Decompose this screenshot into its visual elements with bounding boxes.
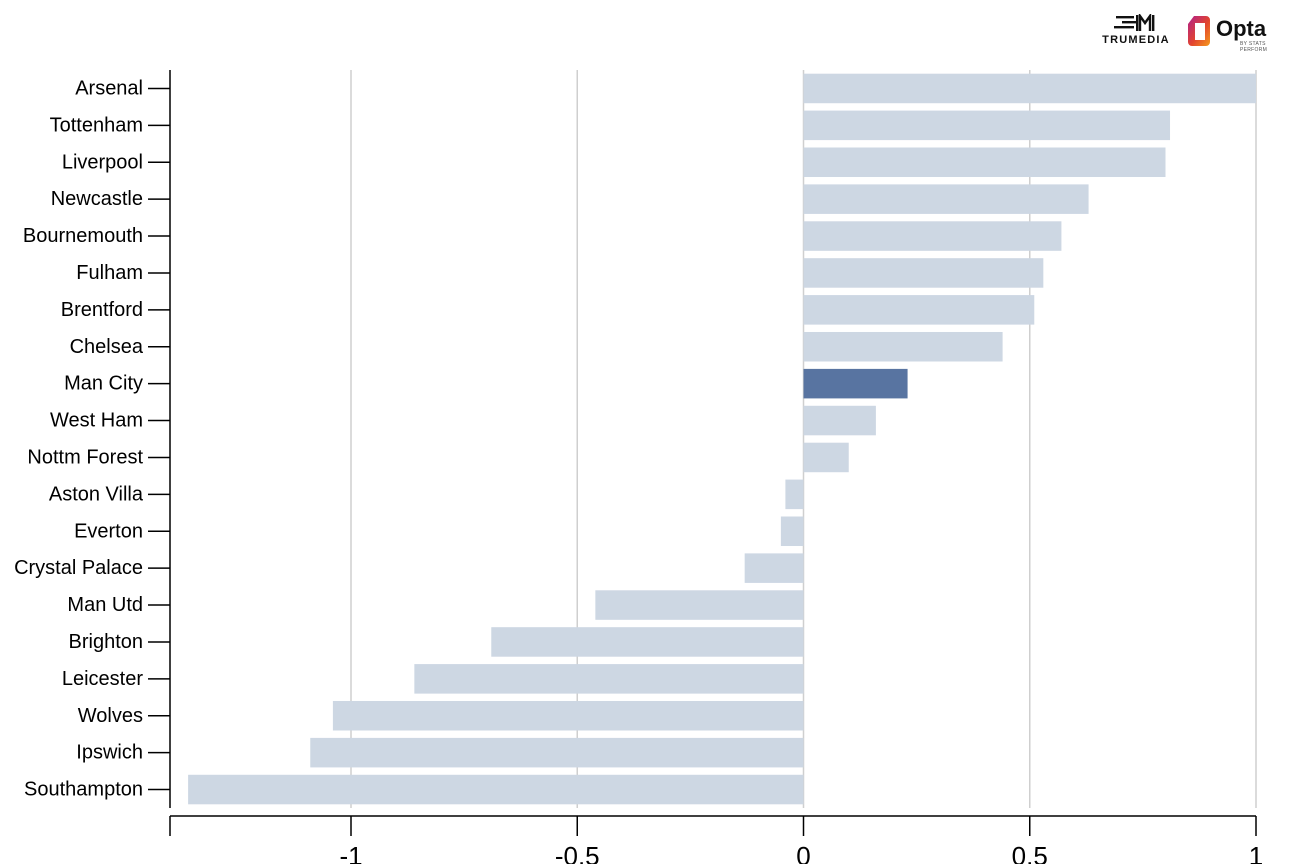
x-tick-label: -1	[339, 841, 362, 864]
y-tick-label: Everton	[74, 520, 143, 542]
y-tick-label: Man City	[64, 373, 143, 395]
bar	[188, 774, 804, 805]
y-tick-label: Southampton	[24, 779, 143, 801]
y-tick-label: Wolves	[78, 705, 143, 727]
opta-mark-icon	[1188, 16, 1210, 46]
y-tick-label: Newcastle	[51, 188, 143, 210]
y-tick-label: Man Utd	[67, 594, 143, 616]
opta-subtext: BY STATS PERFORM	[1240, 41, 1268, 53]
y-tick-label: Bournemouth	[23, 225, 143, 247]
y-tick-label: Liverpool	[62, 151, 143, 173]
x-tick-label: 0	[796, 841, 810, 864]
bar	[803, 405, 876, 436]
bar	[744, 553, 804, 583]
bar	[803, 221, 1062, 251]
y-tick-label: Crystal Palace	[14, 557, 143, 579]
trumedia-logo: TRUMEDIA	[1096, 14, 1176, 46]
bar	[803, 331, 1003, 362]
y-tick-label: Arsenal	[75, 77, 143, 99]
y-tick-label: Chelsea	[70, 336, 144, 358]
x-tick-label: 0.5	[1012, 841, 1048, 864]
y-tick-label: West Ham	[50, 410, 143, 432]
bar	[803, 258, 1044, 288]
bar	[803, 147, 1166, 178]
bar	[803, 73, 1256, 104]
bar	[332, 700, 804, 731]
x-tick-label: -0.5	[555, 841, 600, 864]
bar	[803, 184, 1089, 214]
y-tick-label: Leicester	[62, 668, 143, 690]
x-tick-label: 1	[1249, 841, 1263, 864]
y-tick-label: Brentford	[61, 299, 143, 321]
opta-text: Opta	[1216, 16, 1267, 41]
bar	[310, 737, 804, 768]
bar	[803, 295, 1035, 325]
y-tick-label: Fulham	[76, 262, 143, 284]
y-tick-label: Ipswich	[76, 742, 143, 764]
y-tick-label: Tottenham	[50, 114, 143, 136]
bar	[803, 110, 1171, 141]
bar	[595, 590, 804, 620]
bar	[785, 479, 804, 510]
bar	[803, 442, 849, 473]
opta-logo: Opta BY STATS PERFORM	[1184, 12, 1288, 53]
y-tick-label: Nottm Forest	[27, 446, 143, 468]
bar	[491, 627, 804, 657]
trumedia-mark-icon	[1114, 14, 1155, 31]
bar	[414, 664, 804, 694]
bar	[780, 516, 804, 547]
trumedia-text: TRUMEDIA	[1102, 34, 1170, 46]
y-tick-label: Aston Villa	[49, 483, 144, 505]
bar	[803, 368, 908, 399]
y-tick-label: Brighton	[69, 631, 144, 653]
